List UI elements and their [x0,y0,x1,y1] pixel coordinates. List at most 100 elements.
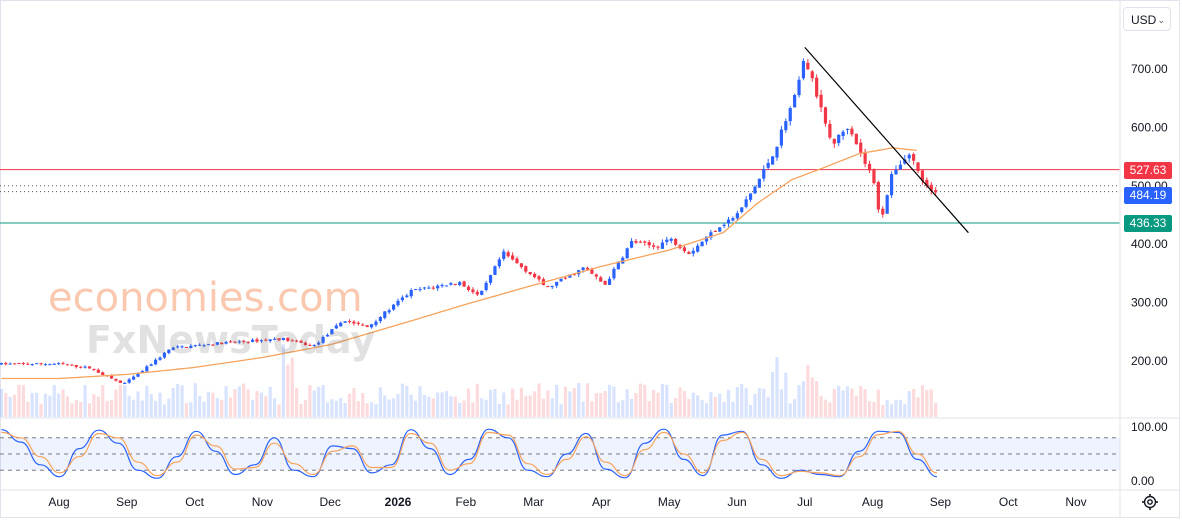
x-tick-label: Mar [523,495,544,509]
volume-bar [925,389,929,417]
candle-body [691,250,695,254]
volume-bar [198,395,202,417]
volume-bar [700,400,704,417]
candle-body [638,241,642,243]
volume-bar [418,386,422,417]
volume-bar [726,389,731,417]
candle-body [775,146,779,158]
currency-selector[interactable]: USD ⌄ [1123,7,1171,31]
x-tick-label: Nov [252,495,273,509]
volume-bar [409,394,413,417]
volume-bar [303,400,308,417]
candle-body [308,344,312,346]
price-levels [0,169,1120,224]
candle-body [453,283,457,285]
volume-bar [118,384,122,417]
volume-bar [246,389,250,417]
volume-bar [599,393,603,417]
oscillator-tick-label: 100.00 [1131,420,1168,434]
volume-bar [709,392,713,417]
candle-body [220,342,224,345]
candle-body [660,242,665,249]
candle-body [259,340,263,342]
volume-bar [929,389,933,417]
volume-bar [691,392,695,417]
candle-body [458,282,462,285]
volume-bar [131,399,136,417]
volume-bar [52,385,56,417]
candle-body [0,363,3,365]
y-tick-label: 700.00 [1131,62,1168,76]
volume-bar [510,388,515,417]
volume-bar [541,398,546,417]
candle-body [788,108,792,122]
candle-body [585,267,590,270]
candle-body [731,218,735,221]
trendline[interactable] [804,46,969,234]
candle-body [21,363,26,365]
volume-bar [766,396,770,417]
volume-bar [863,389,867,417]
volume-bar [242,383,246,417]
watermark-fxnewstoday: FxNewsToday [86,318,376,362]
candle-body [127,379,131,383]
volume-bar [757,388,761,417]
candle-body [819,94,823,108]
volume-bar [48,395,52,417]
volume-bar [731,401,735,417]
volume-bar [920,385,925,417]
candle-body [414,289,418,291]
volume-bar [405,385,409,417]
gear-icon[interactable] [1141,493,1159,511]
candle-body [286,337,290,341]
volume-bar [854,395,858,417]
candle-body [237,341,241,343]
candle-body [665,239,669,243]
candle-body [850,128,854,135]
volume-bars [0,344,938,417]
volume-bar [466,388,471,417]
volume-bar [74,400,78,417]
x-tick-label: Apr [592,495,611,509]
candle-body [898,164,902,170]
volume-bar [250,399,255,417]
volume-bar [568,391,572,417]
volume-bar [885,400,889,417]
volume-bar [585,383,590,417]
volume-bar [387,399,391,417]
candle-body [418,289,422,291]
candle-body [405,295,409,298]
candle-body [841,131,845,137]
volume-bar [550,398,554,417]
volume-bar [365,403,369,417]
candle-body [634,240,638,243]
candle-body [206,344,211,346]
volume-bar [603,391,607,417]
candle-body [422,287,427,289]
volume-bar [43,393,48,417]
candle-body [193,345,197,347]
candle-body [863,151,867,164]
candle-body [449,283,453,285]
candle-body [748,193,753,200]
volume-bar [35,392,39,417]
candle-body [934,190,938,193]
y-tick-label: 200.00 [1131,354,1168,368]
candle-body [872,169,876,184]
volume-bar [682,391,687,417]
volume-bar [889,404,894,417]
volume-bar [916,397,920,417]
x-tick-label: Jun [727,495,746,509]
trendline-line[interactable] [804,46,969,234]
candle-body [845,129,850,131]
volume-bar [444,391,449,417]
candle-body [74,364,78,367]
volume-bar [537,383,541,417]
candle-body [325,334,330,337]
candle-body [339,322,343,327]
candle-body [114,378,118,381]
volume-bar [484,399,488,417]
candle-body [709,232,713,238]
volume-bar [26,401,30,417]
